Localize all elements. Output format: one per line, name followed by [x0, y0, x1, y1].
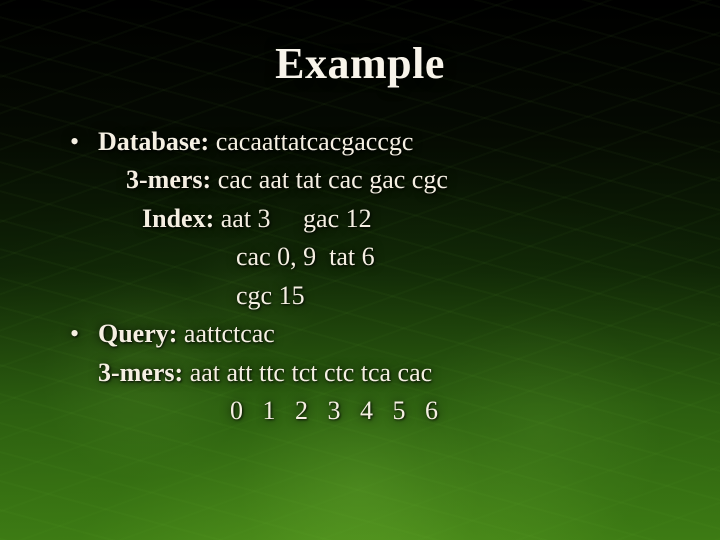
index-row-2: cgc 15 [236, 281, 305, 310]
index-row-0: aat 3 gac 12 [221, 204, 372, 233]
bullet-icon: • [70, 315, 98, 353]
index-label: Index: [142, 204, 214, 233]
query-line: •Query: aattctcac [70, 315, 672, 353]
index-line-2: cgc 15 [236, 277, 672, 315]
index-row-1: cac 0, 9 tat 6 [236, 242, 375, 271]
query-positions-line: 0 1 2 3 4 5 6 [230, 392, 672, 430]
query-label: Query: [98, 319, 177, 348]
index-line-0: Index: aat 3 gac 12 [142, 200, 672, 238]
slide-body: •Database: cacaattatcacgaccgc 3-mers: ca… [48, 123, 672, 431]
slide: Example •Database: cacaattatcacgaccgc 3-… [0, 0, 720, 540]
slide-title: Example [48, 38, 672, 89]
query-3mers-line: 3-mers: aat att ttc tct ctc tca cac [98, 354, 672, 392]
db-3mers-value: cac aat tat cac gac cgc [218, 165, 448, 194]
database-label: Database: [98, 127, 209, 156]
index-line-1: cac 0, 9 tat 6 [236, 238, 672, 276]
db-3mers-line: 3-mers: cac aat tat cac gac cgc [126, 161, 672, 199]
query-sequence: aattctcac [184, 319, 275, 348]
database-line: •Database: cacaattatcacgaccgc [70, 123, 672, 161]
query-positions: 0 1 2 3 4 5 6 [230, 396, 438, 425]
bullet-icon: • [70, 123, 98, 161]
db-3mers-label: 3-mers: [126, 165, 211, 194]
database-sequence: cacaattatcacgaccgc [216, 127, 414, 156]
query-3mers-value: aat att ttc tct ctc tca cac [190, 358, 433, 387]
query-3mers-label: 3-mers: [98, 358, 183, 387]
